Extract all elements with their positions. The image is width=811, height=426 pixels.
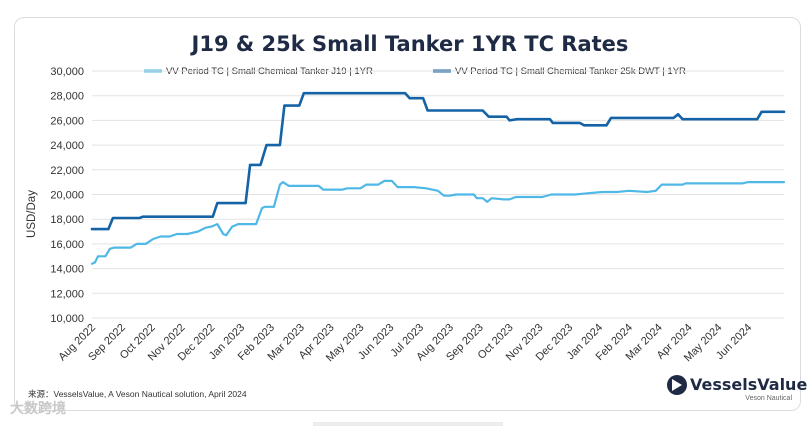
y-tick-label: 24,000 bbox=[50, 140, 84, 152]
source-note: 来源：VesselsValue, A Veson Nautical soluti… bbox=[28, 389, 247, 399]
y-tick-label: 12,000 bbox=[50, 288, 84, 300]
y-tick-label: 14,000 bbox=[50, 264, 84, 276]
y-tick-label: 26,000 bbox=[50, 115, 84, 127]
logo-arrow-icon bbox=[672, 379, 682, 391]
series-lines bbox=[90, 91, 786, 265]
y-axis-label: USD/Day bbox=[26, 190, 38, 238]
series-line-j19 bbox=[90, 179, 786, 265]
chart-card bbox=[14, 17, 801, 411]
y-tick-label: 10,000 bbox=[50, 313, 84, 325]
logo-name: VesselsValue bbox=[690, 375, 807, 394]
y-tick-label: 20,000 bbox=[50, 190, 84, 202]
vesselsvalue-logo: VesselsValue Veson Nautical bbox=[667, 375, 807, 402]
y-tick-label: 18,000 bbox=[50, 214, 84, 226]
y-tick-label: 22,000 bbox=[50, 165, 84, 177]
y-axis-ticks: 10,000 12,000 14,000 16,000 18,000 20,000 22,0… bbox=[50, 66, 84, 325]
y-tick-label: 28,000 bbox=[50, 91, 84, 103]
gridlines bbox=[92, 70, 784, 319]
watermark: 大数跨境 bbox=[10, 400, 66, 416]
logo-subtitle: Veson Nautical bbox=[745, 395, 792, 402]
chart-title: J19 & 25k Small Tanker 1YR TC Rates bbox=[190, 32, 629, 56]
y-tick-label: 16,000 bbox=[50, 239, 84, 251]
y-tick-label: 30,000 bbox=[50, 66, 84, 78]
footer-caption-placeholder bbox=[313, 422, 503, 426]
series-line-25k bbox=[90, 91, 786, 231]
